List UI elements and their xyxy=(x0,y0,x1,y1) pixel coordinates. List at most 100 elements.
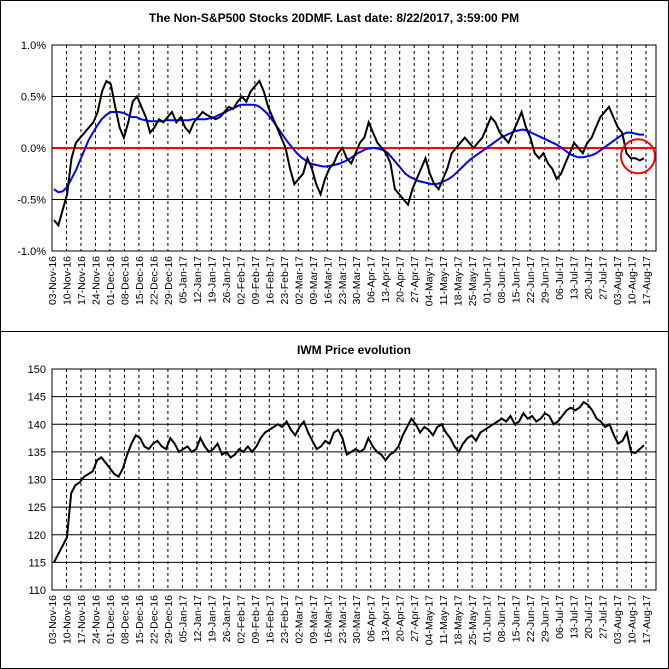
x-tick-label: 01-Dec-16 xyxy=(105,256,117,305)
x-tick-label: 18-May-17 xyxy=(453,256,465,306)
y-tick-label: 145 xyxy=(28,392,46,404)
y-tick-label: 0.5% xyxy=(21,92,46,104)
x-tick-label: 06-Jul-17 xyxy=(554,256,566,300)
bottom-chart-title: IWM Price evolution xyxy=(297,343,411,357)
breadth-line xyxy=(53,79,645,228)
x-tick-label: 09-Feb-17 xyxy=(250,595,262,644)
x-tick-label: 16-Feb-17 xyxy=(264,595,276,644)
x-tick-label: 12-Jan-17 xyxy=(192,256,204,303)
x-tick-label: 08-Dec-16 xyxy=(119,256,131,305)
x-tick-label: 09-Feb-17 xyxy=(250,256,262,305)
x-tick-label: 25-May-17 xyxy=(467,595,479,645)
y-tick-label: 125 xyxy=(28,502,46,514)
bottom-panel: IWM Price evolution 150 145 140 135 130 125 12… xyxy=(28,343,657,645)
x-tick-label: 05-Jan-17 xyxy=(177,256,189,303)
x-tick-label: 06-Jul-17 xyxy=(554,595,566,639)
price-line xyxy=(53,400,645,563)
x-tick-label: 12-Jan-17 xyxy=(192,595,204,642)
x-tick-label: 13-Jul-17 xyxy=(569,256,581,300)
x-tick-label: 15-Jun-17 xyxy=(511,595,523,642)
y-tick-label: -1.0% xyxy=(17,246,46,258)
x-tick-label: 10-Aug-17 xyxy=(627,595,639,644)
x-tick-label: 30-Mar-17 xyxy=(351,256,363,305)
x-tick-label: 27-Jul-17 xyxy=(598,256,610,300)
x-tick-label: 20-Jul-17 xyxy=(583,595,595,639)
x-tick-label: 16-Feb-17 xyxy=(264,256,276,305)
x-tick-label: 02-Feb-17 xyxy=(235,595,247,644)
x-tick-label: 23-Feb-17 xyxy=(279,256,291,305)
y-tick-label: 130 xyxy=(28,475,46,487)
x-tick-label: 08-Jun-17 xyxy=(496,595,508,642)
moving-average-line xyxy=(53,103,644,194)
x-tick-label: 10-Nov-16 xyxy=(61,256,73,305)
x-tick-label: 16-Mar-17 xyxy=(322,256,334,305)
top-chart-title: The Non-S&P500 Stocks 20DMF. Last date: … xyxy=(149,11,519,25)
x-tick-label: 10-Aug-17 xyxy=(627,256,639,305)
x-tick-label: 15-Jun-17 xyxy=(511,256,523,303)
x-tick-label: 27-Apr-17 xyxy=(409,595,421,642)
x-tick-label: 03-Aug-17 xyxy=(612,595,624,644)
bottom-y-axis: 150 145 140 135 130 125 120 115 110 xyxy=(28,364,46,597)
x-tick-label: 03-Aug-17 xyxy=(612,256,624,305)
x-tick-label: 04-May-17 xyxy=(424,256,436,306)
x-tick-label: 01-Jun-17 xyxy=(482,256,494,303)
y-tick-label: 115 xyxy=(28,557,46,569)
top-panel: The Non-S&P500 Stocks 20DMF. Last date: … xyxy=(17,11,657,306)
x-tick-label: 13-Apr-17 xyxy=(380,595,392,642)
x-tick-label: 22-Dec-16 xyxy=(148,595,160,644)
x-tick-label: 22-Jun-17 xyxy=(525,595,537,642)
x-tick-label: 17-Nov-16 xyxy=(76,256,88,305)
x-tick-label: 01-Dec-16 xyxy=(105,595,117,644)
x-tick-label: 13-Jul-17 xyxy=(569,595,581,639)
x-tick-label: 10-Nov-16 xyxy=(61,595,73,644)
x-tick-label: 19-Jan-17 xyxy=(206,256,218,303)
x-tick-label: 06-Apr-17 xyxy=(366,595,378,642)
y-tick-label: 1.0% xyxy=(21,40,46,52)
y-tick-label: 135 xyxy=(28,447,46,459)
x-tick-label: 09-Mar-17 xyxy=(308,256,320,305)
bottom-grid xyxy=(52,369,656,590)
x-tick-label: 08-Dec-16 xyxy=(119,595,131,644)
x-tick-label: 29-Dec-16 xyxy=(163,595,175,644)
x-tick-label: 30-Mar-17 xyxy=(351,595,363,644)
y-tick-label: 0.0% xyxy=(21,143,46,155)
x-tick-label: 04-May-17 xyxy=(424,595,436,645)
x-tick-label: 24-Nov-16 xyxy=(90,256,102,305)
x-tick-label: 11-May-17 xyxy=(438,595,450,645)
y-tick-label: 140 xyxy=(28,419,46,431)
x-tick-label: 02-Mar-17 xyxy=(293,256,305,305)
x-tick-label: 19-Jan-17 xyxy=(206,595,218,642)
y-tick-label: -0.5% xyxy=(17,195,46,207)
x-tick-label: 03-Nov-16 xyxy=(47,595,59,644)
x-tick-label: 09-Mar-17 xyxy=(308,595,320,644)
highlight-circle xyxy=(620,138,656,175)
x-tick-label: 24-Nov-16 xyxy=(90,595,102,644)
x-tick-label: 23-Mar-17 xyxy=(337,256,349,305)
x-tick-label: 23-Mar-17 xyxy=(337,595,349,644)
bottom-plot-border xyxy=(51,368,657,591)
x-tick-label: 27-Jul-17 xyxy=(598,595,610,639)
x-tick-label: 06-Apr-17 xyxy=(366,256,378,303)
x-tick-label: 29-Dec-16 xyxy=(163,256,175,305)
x-tick-label: 25-May-17 xyxy=(467,256,479,306)
x-tick-label: 20-Jul-17 xyxy=(583,256,595,300)
x-tick-label: 26-Jan-17 xyxy=(221,595,233,642)
x-tick-label: 15-Dec-16 xyxy=(134,256,146,305)
y-tick-label: 150 xyxy=(28,364,46,376)
y-tick-label: 110 xyxy=(28,585,46,597)
top-plot-border xyxy=(51,44,657,252)
x-tick-label: 18-May-17 xyxy=(453,595,465,645)
x-tick-label: 03-Nov-16 xyxy=(47,256,59,305)
x-tick-label: 29-Jun-17 xyxy=(540,595,552,642)
x-tick-label: 05-Jan-17 xyxy=(177,595,189,642)
x-tick-label: 02-Feb-17 xyxy=(235,256,247,305)
top-y-axis: 1.0% 0.5% 0.0% -0.5% -1.0% xyxy=(17,40,46,258)
x-tick-label: 26-Jan-17 xyxy=(221,256,233,303)
x-tick-label: 17-Nov-16 xyxy=(76,595,88,644)
x-tick-label: 27-Apr-17 xyxy=(409,256,421,303)
x-tick-label: 15-Dec-16 xyxy=(134,595,146,644)
x-tick-label: 29-Jun-17 xyxy=(540,256,552,303)
x-tick-label: 16-Mar-17 xyxy=(322,595,334,644)
x-tick-label: 08-Jun-17 xyxy=(496,256,508,303)
